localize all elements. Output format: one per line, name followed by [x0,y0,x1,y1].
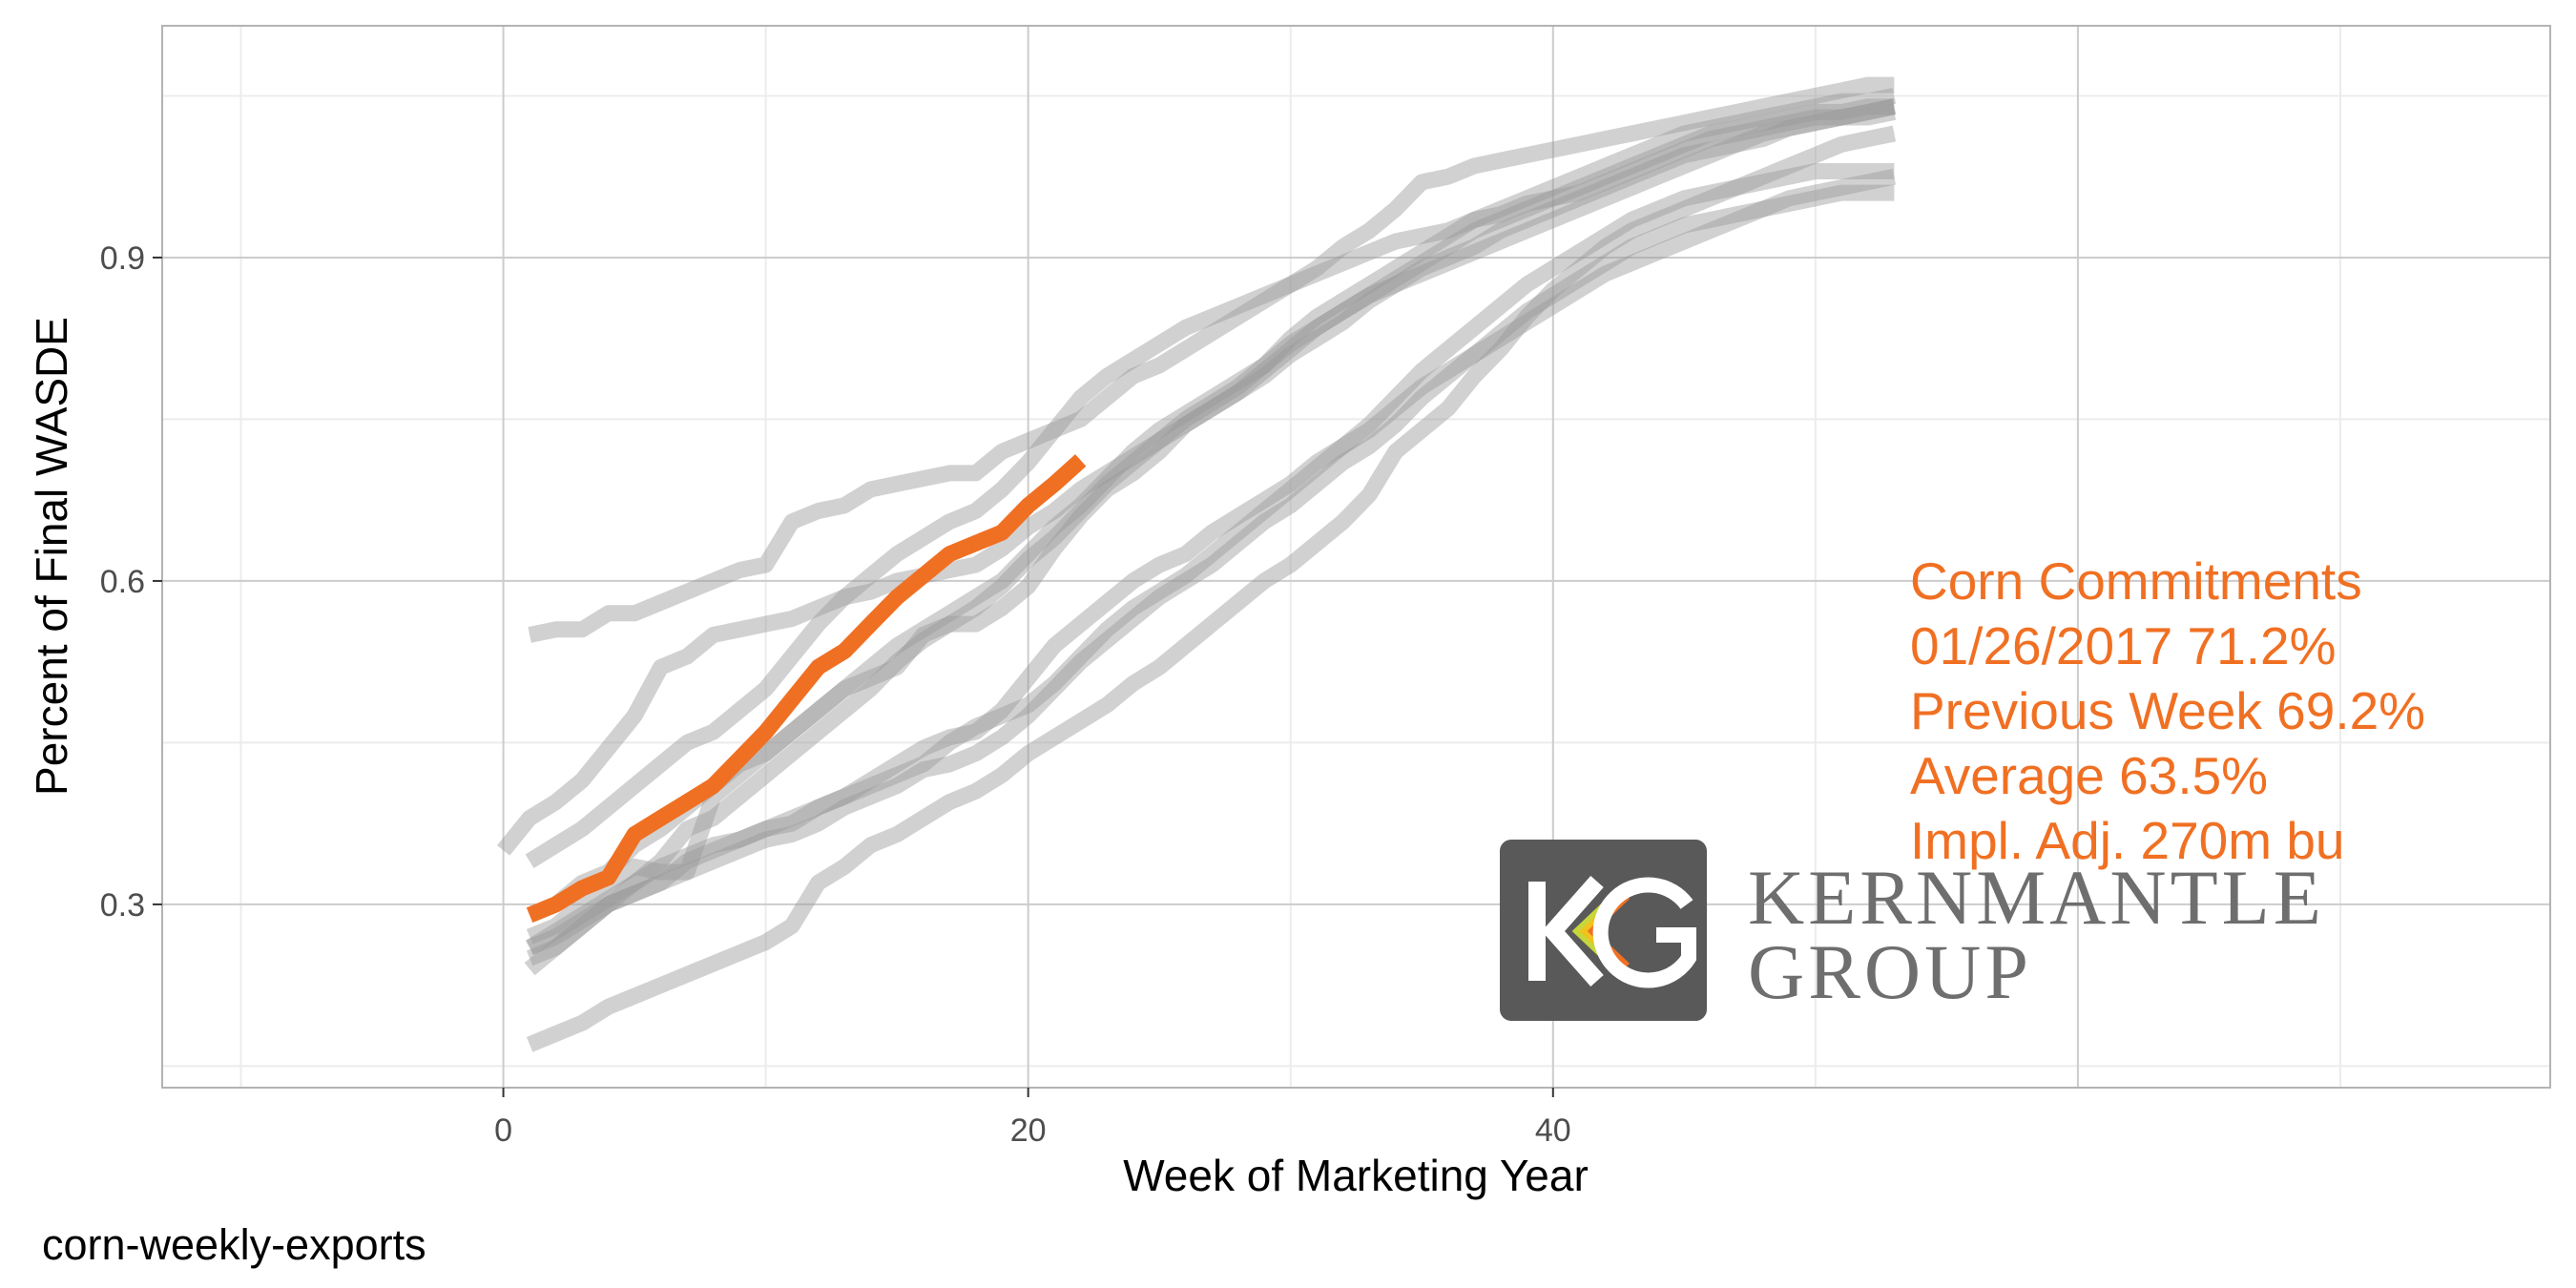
x-tick-label: 0 [494,1112,512,1149]
series-line-historical-4 [526,104,1897,924]
x-tick-label: 40 [1535,1112,1571,1149]
caption: corn-weekly-exports [42,1220,426,1269]
grid-minor [162,26,2550,1088]
series-line-historical-9 [524,184,1895,976]
series-layer [496,76,1897,1052]
y-tick-label: 0.9 [100,240,145,277]
annotation-line-3: Previous Week 69.2% [1910,681,2425,740]
series-line-historical-3 [525,98,1897,868]
annotation-line-4: Average 63.5% [1910,746,2268,805]
series-line-historical-2 [528,76,1895,643]
y-tick-label: 0.6 [100,564,145,600]
x-axis-ticks: 0 20 40 [494,1088,1571,1149]
y-tick-label: 0.3 [100,887,145,924]
series-line-historical-7 [525,168,1897,955]
logo-wordmark-line1: KERNMANTLE [1748,854,2325,941]
y-axis-title: Percent of Final WASDE [27,317,76,796]
series-line-historical-10 [526,125,1897,1052]
series-line-historical-1 [496,98,1897,856]
series-line-historical-8 [526,163,1895,966]
panel-border [161,25,2551,1089]
x-axis-title: Week of Marketing Year [1123,1151,1589,1200]
annotation-line-1: Corn Commitments [1910,551,2362,611]
annotation-line-5: Impl. Adj. 270m bu [1910,811,2345,870]
y-axis-ticks: 0.3 0.6 0.9 [100,240,162,924]
series-line-historical-5 [526,98,1895,945]
annotation-line-2: 01/26/2017 71.2% [1910,616,2337,675]
kernmantle-logo: KERNMANTLE GROUP [1500,840,2325,1021]
series-line-current [526,454,1087,924]
series-line-historical-6 [526,88,1897,955]
x-tick-label: 20 [1010,1112,1047,1149]
annotation: Corn Commitments 01/26/2017 71.2% Previo… [1910,551,2425,870]
logo-wordmark-line2: GROUP [1748,928,2032,1015]
kg-monogram-icon [1528,876,1696,988]
